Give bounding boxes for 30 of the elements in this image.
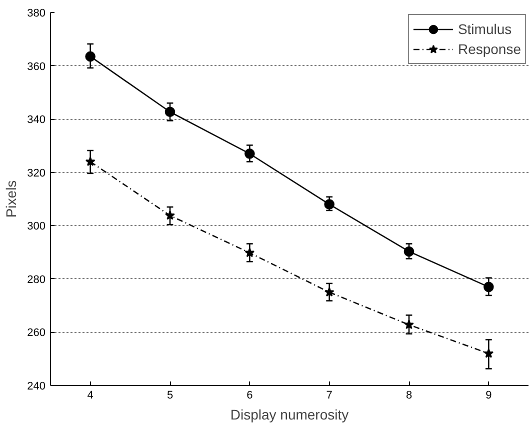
x-tick-label: 5 <box>166 390 174 402</box>
point <box>324 199 334 210</box>
point <box>164 106 176 118</box>
x-tick-label: 9 <box>486 390 492 402</box>
legend-label: Stimulus <box>458 21 512 37</box>
y-tick-label: 340 <box>27 114 46 126</box>
y-tick-label: 320 <box>27 167 46 180</box>
point <box>85 51 96 62</box>
x-tick-label: 4 <box>87 390 94 402</box>
point <box>244 248 255 258</box>
y-tick-label: 380 <box>27 8 46 20</box>
y-tick-label: 260 <box>27 327 46 340</box>
point <box>85 156 96 166</box>
point <box>244 148 255 159</box>
point <box>165 210 175 220</box>
x-axis-title: Display numerosity <box>230 406 349 422</box>
point <box>324 287 334 297</box>
point <box>404 320 414 330</box>
x-tick-label: 8 <box>406 390 412 402</box>
y-axis-title: Pixels <box>3 180 20 218</box>
x-tick-label: 6 <box>246 390 253 402</box>
y-tick-label: 240 <box>27 380 46 392</box>
point <box>404 246 414 257</box>
legend-label: Response <box>458 41 521 57</box>
x-tick-label: 7 <box>326 390 332 402</box>
point <box>484 282 494 292</box>
point <box>484 348 494 358</box>
y-tick-label: 360 <box>27 60 46 73</box>
y-tick-label: 280 <box>27 274 46 286</box>
y-tick-label: 300 <box>27 220 46 233</box>
